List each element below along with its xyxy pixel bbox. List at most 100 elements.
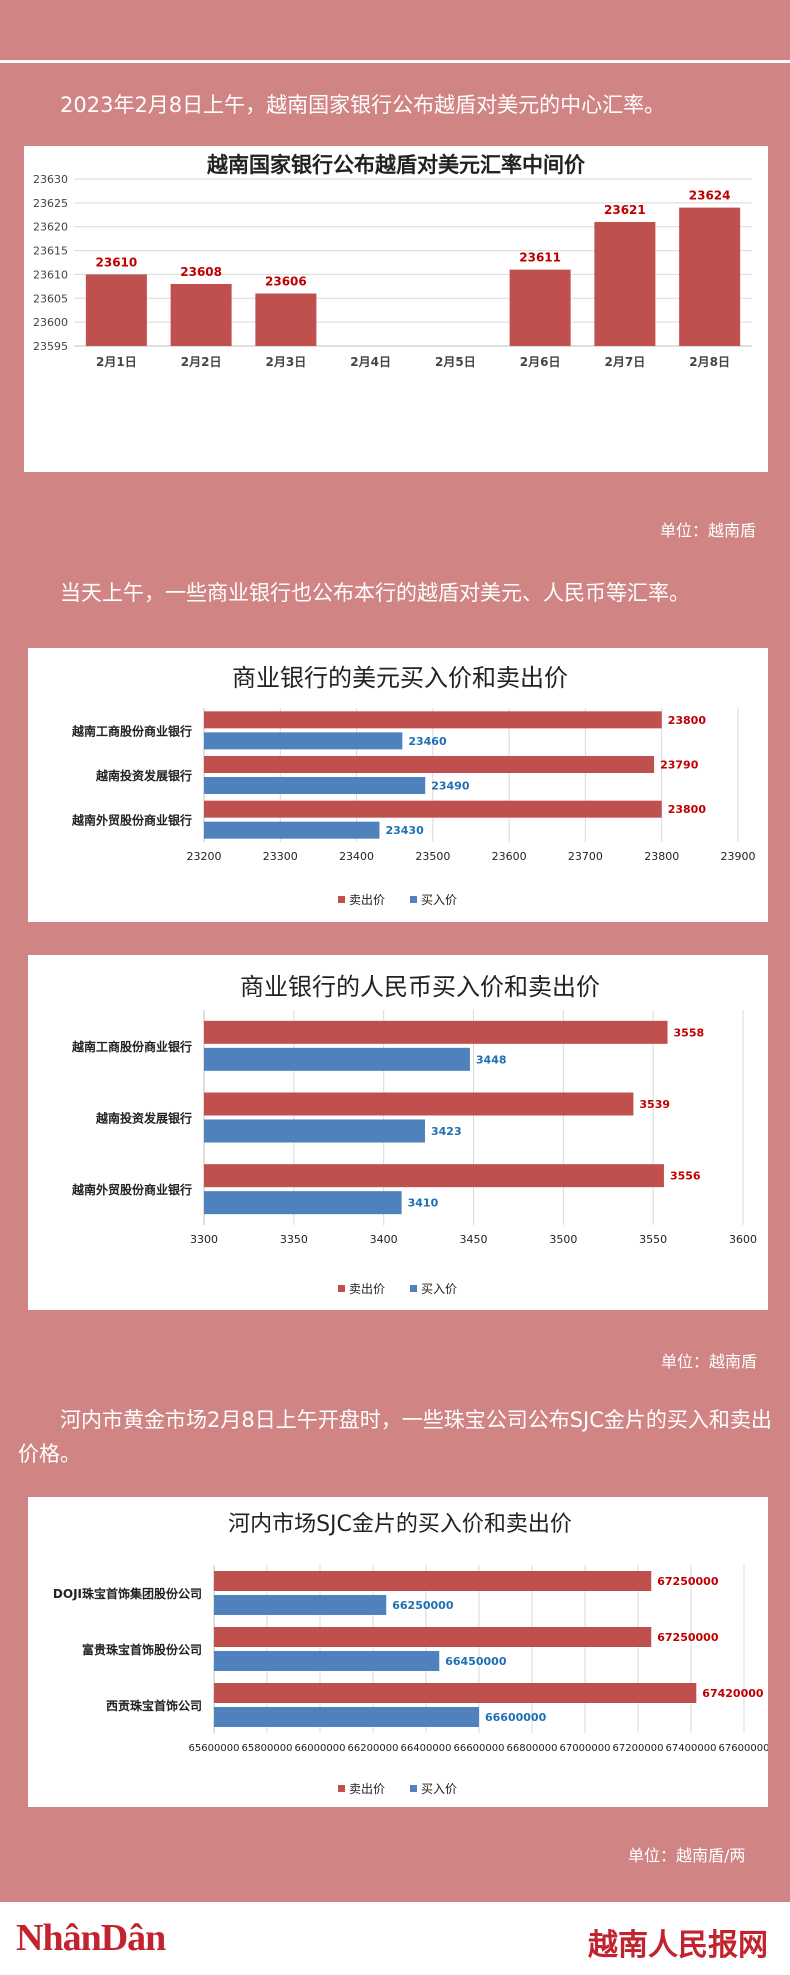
- footer-bar: NhânDân 越南人民报网: [0, 1902, 790, 1975]
- unit-label-2: 单位：越南盾: [661, 1352, 758, 1371]
- chart-card-1: 越南国家银行公布越盾对美元汇率中间价 23595 23600 23605 23610 23…: [24, 146, 768, 472]
- central-rate-chart: 越南国家银行公布越盾对美元汇率中间价 23595 23600 23605 23610 23…: [33, 153, 752, 369]
- category-label: 越南工商股份商业银行: [71, 1039, 192, 1054]
- site-name-logo[interactable]: 越南人民报网: [588, 1928, 768, 1963]
- chart-card-4: 河内市场SJC金片的买入价和卖出价 65600000 65800000 6600000…: [28, 1497, 768, 1807]
- x-tick-label: 2月8日: [689, 355, 730, 369]
- x-tick-label: 2月7日: [605, 355, 646, 369]
- nhandan-logo[interactable]: NhânDân: [16, 1917, 166, 1959]
- x-tick-label: 2月6日: [520, 355, 561, 369]
- bar: [204, 711, 662, 729]
- data-label: 23606: [265, 275, 307, 289]
- x-tick-label: 3400: [370, 1233, 398, 1246]
- x-tick-label: 67000000: [560, 1743, 611, 1754]
- chart-card-3: 商业银行的人民币买入价和卖出价 3300 3350 3400 3450 3500 3550 3…: [28, 955, 768, 1310]
- category-label: DOJI珠宝首饰集团股份公司: [53, 1586, 202, 1601]
- bar: [204, 1020, 668, 1044]
- x-tick-label: 3350: [280, 1233, 308, 1246]
- data-label: 66450000: [445, 1655, 507, 1668]
- legend-swatch: [338, 896, 345, 903]
- chart-title: 商业银行的人民币买入价和卖出价: [240, 973, 600, 1001]
- intro-text-2: 当天上午，一些商业银行也公布本行的越盾对美元、人民币等汇率。: [60, 581, 690, 605]
- x-tick-label: 67600000: [719, 1743, 768, 1754]
- x-tick-label: 67400000: [666, 1743, 717, 1754]
- chart-title: 河内市场SJC金片的买入价和卖出价: [228, 1512, 572, 1537]
- bar: [255, 293, 317, 346]
- bar: [204, 732, 403, 750]
- data-label: 3410: [408, 1197, 439, 1210]
- data-label: 3539: [639, 1098, 670, 1111]
- chart-title: 商业银行的美元买入价和卖出价: [232, 664, 568, 692]
- data-label: 67250000: [657, 1631, 719, 1644]
- legend-label: 买入价: [421, 1782, 457, 1796]
- data-label: 23621: [604, 203, 646, 217]
- intro-text-1: 2023年2月8日上午，越南国家银行公布越盾对美元的中心汇率。: [60, 93, 666, 117]
- data-label: 3448: [476, 1053, 507, 1066]
- x-tick-label: 23800: [644, 850, 679, 863]
- legend-swatch: [338, 1785, 345, 1792]
- y-tick-label: 23600: [33, 316, 68, 329]
- usd-rate-chart: 商业银行的美元买入价和卖出价 23200 23300 23400 23500 23600 2…: [71, 664, 756, 907]
- bar: [204, 1164, 664, 1188]
- bar: [204, 800, 662, 818]
- bar: [214, 1651, 440, 1671]
- x-tick-label: 23700: [568, 850, 603, 863]
- data-label: 23800: [668, 803, 707, 816]
- category-label: 越南外贸股份商业银行: [71, 813, 192, 828]
- unit-label-3: 单位：越南盾/两: [628, 1846, 746, 1865]
- category-label: 越南投资发展银行: [95, 1111, 192, 1126]
- category-label: 西贡珠宝首饰公司: [106, 1698, 202, 1713]
- data-label: 23460: [408, 735, 447, 748]
- category-label: 越南外贸股份商业银行: [71, 1182, 192, 1197]
- data-label: 67250000: [657, 1575, 719, 1588]
- bar: [204, 756, 655, 773]
- legend-swatch: [338, 1285, 345, 1292]
- top-divider: [0, 60, 790, 63]
- data-label: 3558: [674, 1026, 705, 1039]
- x-tick-label: 66800000: [507, 1743, 558, 1754]
- data-label: 67420000: [702, 1687, 764, 1700]
- x-tick-label: 3550: [639, 1233, 667, 1246]
- bar: [204, 777, 426, 794]
- category-label: 越南投资发展银行: [95, 768, 192, 783]
- cny-rate-chart: 商业银行的人民币买入价和卖出价 3300 3350 3400 3450 3500 3550 3…: [71, 973, 757, 1296]
- bar: [509, 269, 571, 346]
- y-tick-label: 23620: [33, 221, 68, 234]
- bar: [594, 221, 656, 346]
- x-tick-label: 2月5日: [435, 355, 476, 369]
- x-tick-label: 67200000: [613, 1743, 664, 1754]
- bar: [214, 1627, 652, 1647]
- x-tick-label: 2月4日: [350, 355, 391, 369]
- legend-swatch: [410, 896, 417, 903]
- x-tick-label: 65600000: [189, 1743, 240, 1754]
- data-label: 3423: [431, 1125, 462, 1138]
- x-tick-label: 23500: [415, 850, 450, 863]
- data-label: 23608: [180, 265, 222, 279]
- y-tick-label: 23595: [33, 340, 68, 353]
- legend-swatch: [410, 1285, 417, 1292]
- bar: [214, 1707, 479, 1727]
- intro-text-3: 河内市黄金市场2月8日上午开盘时，一些珠宝公司公布SJC金片的买入和卖出价格。: [18, 1408, 772, 1466]
- bar: [679, 207, 741, 346]
- chart-title: 越南国家银行公布越盾对美元汇率中间价: [206, 153, 586, 177]
- chart-card-2: 商业银行的美元买入价和卖出价 23200 23300 23400 23500 23600 2…: [28, 648, 768, 922]
- y-tick-label: 23610: [33, 268, 68, 281]
- bar: [214, 1595, 387, 1615]
- x-tick-label: 2月2日: [181, 355, 222, 369]
- x-tick-label: 66400000: [401, 1743, 452, 1754]
- data-label: 23624: [689, 189, 731, 203]
- legend-label: 买入价: [421, 1282, 457, 1296]
- x-tick-label: 3600: [729, 1233, 757, 1246]
- data-label: 23800: [668, 714, 707, 727]
- category-label: 越南工商股份商业银行: [71, 723, 192, 738]
- x-tick-label: 65800000: [242, 1743, 293, 1754]
- bar: [214, 1683, 697, 1703]
- bar: [85, 274, 147, 346]
- y-tick-label: 23625: [33, 197, 68, 210]
- x-tick-label: 66200000: [348, 1743, 399, 1754]
- data-label: 23611: [519, 251, 561, 265]
- bar: [204, 1119, 425, 1143]
- x-tick-label: 66000000: [295, 1743, 346, 1754]
- x-tick-label: 66600000: [454, 1743, 505, 1754]
- x-tick-label: 3450: [460, 1233, 488, 1246]
